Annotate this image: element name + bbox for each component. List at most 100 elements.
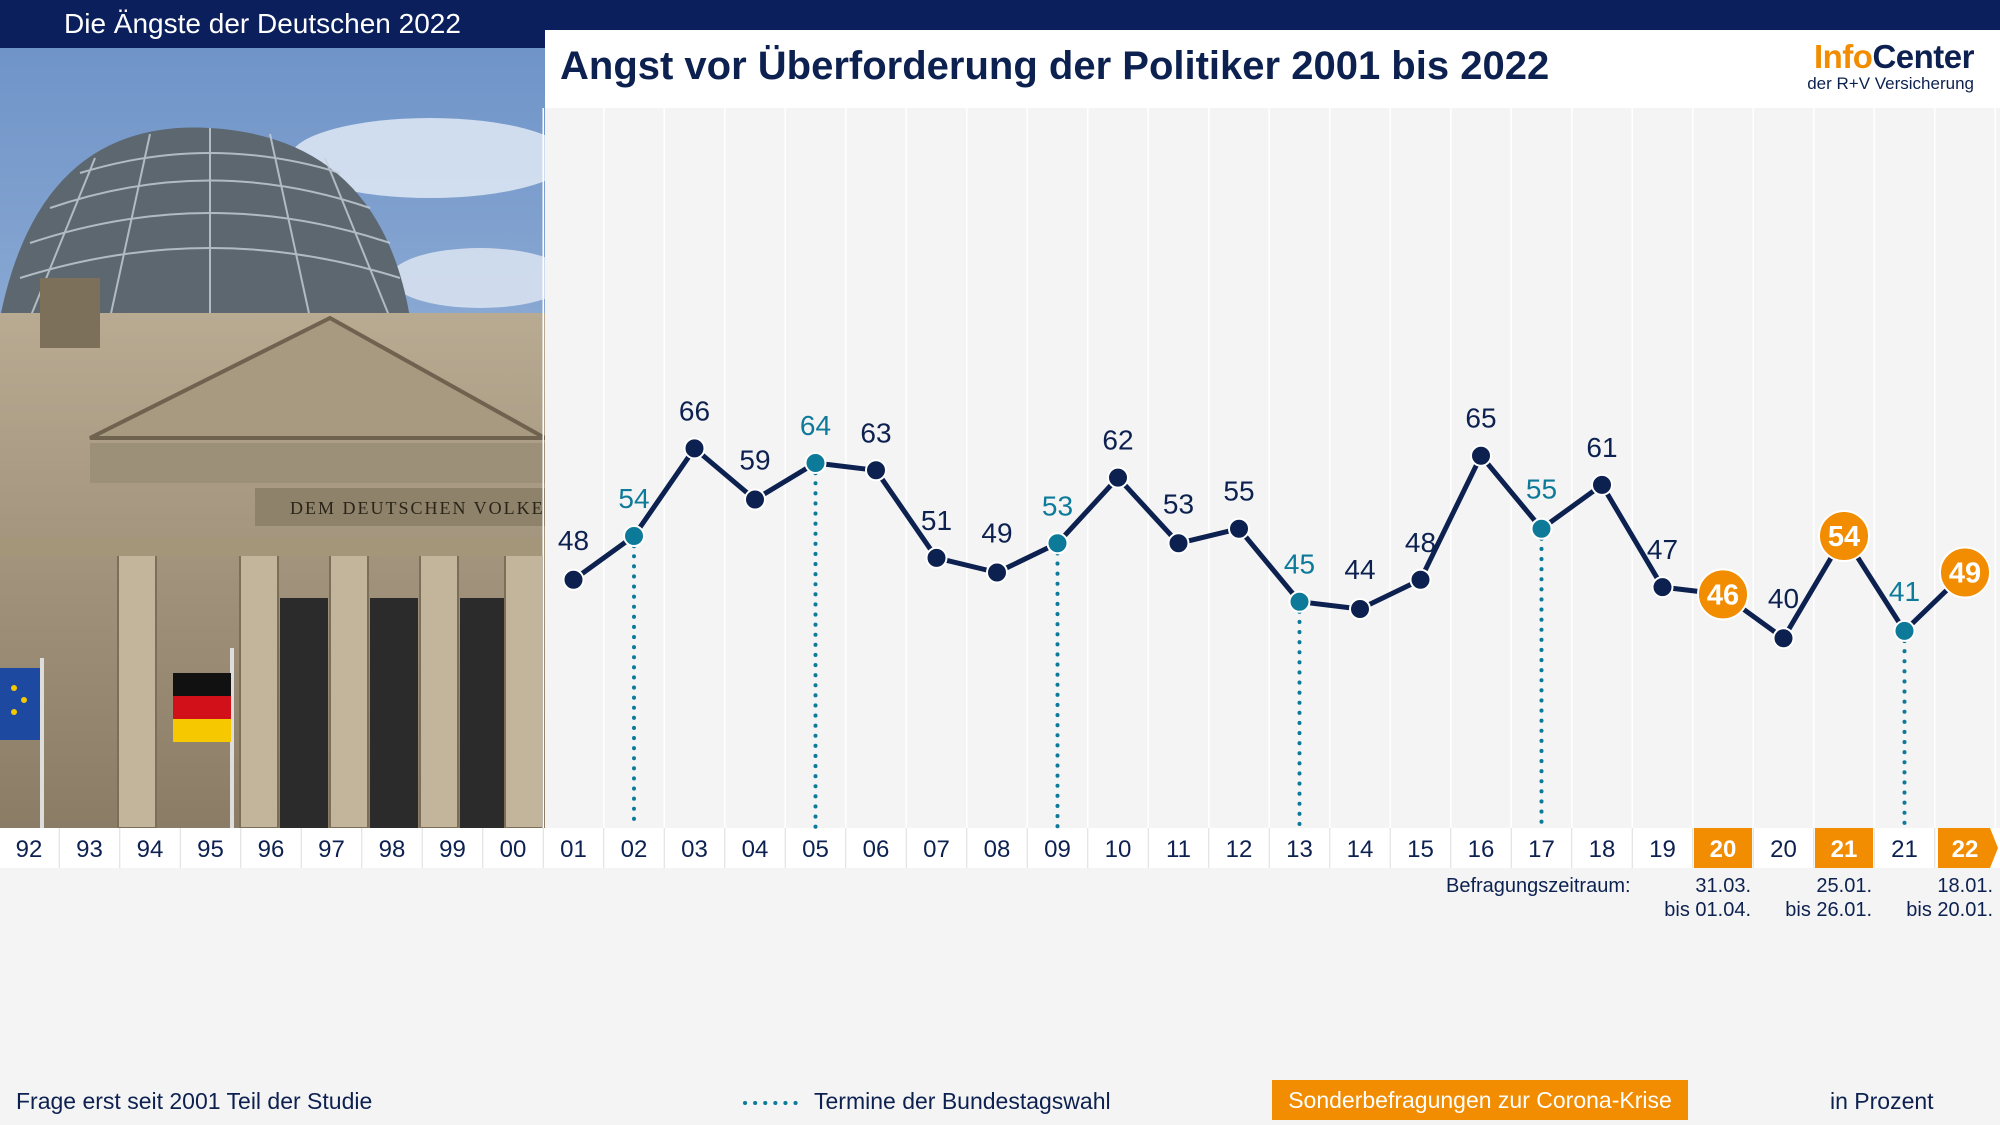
survey-period-date: 18.01. bis 20.01. xyxy=(1873,874,1993,922)
data-point xyxy=(1893,619,1916,642)
x-tick-label: 13 xyxy=(1286,836,1313,863)
data-point xyxy=(865,459,887,482)
chart-header-panel xyxy=(545,30,2000,108)
x-tick-label: 03 xyxy=(681,836,708,863)
reichstag-photo: DEM DEUTSCHEN VOLKE xyxy=(0,48,545,828)
dotted-line-icon xyxy=(743,1100,804,1105)
survey-date-end: bis 01.04. xyxy=(1664,899,1751,921)
x-tick-label: 21 xyxy=(1831,836,1858,863)
x-tick-label: 12 xyxy=(1226,836,1253,863)
data-point xyxy=(1772,627,1795,650)
x-tick-label: 02 xyxy=(621,836,648,863)
data-label: 59 xyxy=(739,445,770,476)
x-tick-label: 20 xyxy=(1710,836,1737,863)
axis-highlight xyxy=(1815,828,1873,868)
data-label: 53 xyxy=(1042,490,1073,521)
data-label: 66 xyxy=(679,395,710,426)
x-tick-label: 97 xyxy=(318,836,345,863)
data-label: 63 xyxy=(860,417,891,448)
data-point xyxy=(1530,517,1553,540)
data-label: 55 xyxy=(1223,476,1254,507)
survey-date-end: bis 26.01. xyxy=(1785,899,1872,921)
data-point xyxy=(1046,532,1069,555)
chart-title: Angst vor Überforderung der Politiker 20… xyxy=(560,44,1550,88)
x-tick-label: 22 xyxy=(1952,836,1979,863)
data-label: 48 xyxy=(558,525,589,556)
data-point xyxy=(1470,444,1492,467)
survey-period-label: Befragungszeitraum: xyxy=(1446,875,1631,897)
survey-period-date: 25.01. bis 26.01. xyxy=(1752,874,1872,922)
data-label: 51 xyxy=(921,505,952,536)
data-label: 53 xyxy=(1163,488,1194,519)
data-point xyxy=(744,488,766,511)
data-point xyxy=(925,546,948,569)
footnote: Frage erst seit 2001 Teil der Studie xyxy=(16,1088,373,1114)
data-point xyxy=(1349,598,1371,620)
x-tick-label: 21 xyxy=(1891,836,1918,863)
data-label: 64 xyxy=(800,410,831,441)
x-tick-label: 92 xyxy=(16,836,43,863)
x-tick-label: 17 xyxy=(1528,836,1555,863)
data-point xyxy=(1591,473,1613,496)
x-tick-label: 00 xyxy=(500,836,527,863)
x-tick-label: 15 xyxy=(1407,836,1434,863)
survey-date-start: 18.01. xyxy=(1937,875,1993,897)
data-label: 62 xyxy=(1102,425,1133,456)
data-label: 61 xyxy=(1586,432,1617,463)
x-tick-label: 14 xyxy=(1347,836,1374,863)
data-point xyxy=(1409,568,1432,591)
x-tick-label: 93 xyxy=(76,836,103,863)
x-tick-label: 20 xyxy=(1770,836,1797,863)
data-point-corona xyxy=(1818,510,1870,562)
survey-date-start: 31.03. xyxy=(1695,875,1751,897)
legend-election: Termine der Bundestagswahl xyxy=(742,1088,1111,1115)
data-point xyxy=(804,452,827,474)
series-title: Die Ängste der Deutschen 2022 xyxy=(0,0,545,48)
axis-highlight-arrow xyxy=(1938,828,1998,868)
data-label: 65 xyxy=(1465,403,1496,434)
data-point xyxy=(1167,532,1190,555)
x-tick-label: 04 xyxy=(742,836,769,863)
data-point-corona xyxy=(1697,568,1749,621)
brand-center: Center xyxy=(1872,38,1974,75)
legend-election-label: Termine der Bundestagswahl xyxy=(814,1088,1111,1114)
data-label: 44 xyxy=(1344,554,1375,585)
x-tick-label: 94 xyxy=(137,836,164,863)
x-tick-label: 01 xyxy=(560,836,587,863)
brand-logo: InfoCenter der R+V Versicherung xyxy=(1807,40,1974,94)
x-tick-label: 10 xyxy=(1105,836,1132,863)
data-point xyxy=(986,561,1008,584)
data-label: 45 xyxy=(1284,549,1315,580)
x-tick-label: 08 xyxy=(984,836,1011,863)
x-tick-label: 96 xyxy=(258,836,285,863)
survey-period-date: 31.03. bis 01.04. xyxy=(1631,874,1751,922)
x-tick-label: 18 xyxy=(1589,836,1616,863)
axis-highlight xyxy=(1694,828,1752,868)
data-point xyxy=(1288,590,1311,613)
inscription: DEM DEUTSCHEN VOLKE xyxy=(290,498,545,518)
legend-corona: Sonderbefragungen zur Corona-Krise xyxy=(1272,1080,1688,1120)
data-label: 49 xyxy=(981,518,1012,549)
x-tick-label: 16 xyxy=(1468,836,1495,863)
x-tick-label: 95 xyxy=(197,836,224,863)
data-point-corona xyxy=(1939,546,1991,599)
data-point xyxy=(562,568,585,591)
x-tick-label: 07 xyxy=(923,836,950,863)
data-label: 48 xyxy=(1405,527,1436,558)
x-tick-label: 09 xyxy=(1044,836,1071,863)
survey-date-end: bis 20.01. xyxy=(1906,899,1993,921)
x-tick-label: 19 xyxy=(1649,836,1676,863)
data-label: 49 xyxy=(1949,558,1981,590)
data-point xyxy=(1651,576,1674,599)
data-label: 54 xyxy=(1828,521,1860,553)
data-label: 55 xyxy=(1526,474,1557,505)
data-point xyxy=(623,525,645,547)
x-axis-band xyxy=(0,828,2000,868)
data-label: 46 xyxy=(1707,579,1739,611)
brand-info: Info xyxy=(1813,38,1873,75)
data-point xyxy=(1107,466,1129,489)
data-point xyxy=(683,437,706,460)
x-tick-label: 06 xyxy=(863,836,890,863)
data-point xyxy=(1228,517,1250,540)
